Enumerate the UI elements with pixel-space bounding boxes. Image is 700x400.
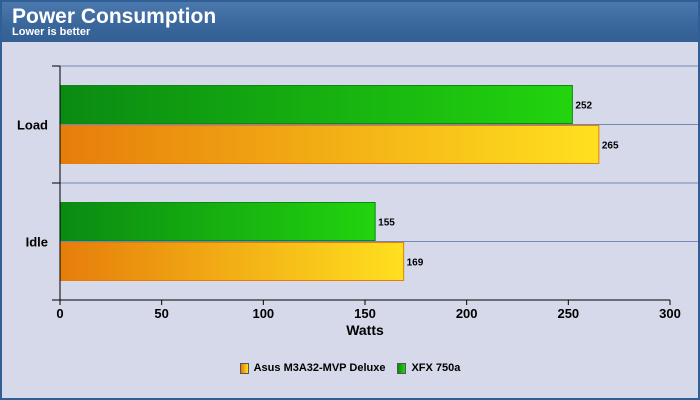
- legend-swatch: [397, 362, 407, 374]
- category-label: Load: [17, 118, 48, 133]
- bar: [59, 85, 573, 124]
- bar: [59, 202, 376, 241]
- x-tick-label: 50: [154, 306, 168, 321]
- legend-swatch: [239, 362, 249, 374]
- value-label: 155: [378, 218, 395, 229]
- chart-subtitle: Lower is better: [12, 26, 91, 38]
- bar: [59, 242, 405, 281]
- grid-lines: [60, 65, 698, 242]
- legend-label: Asus M3A32-MVP Deluxe: [253, 362, 386, 374]
- value-label: 265: [602, 141, 619, 152]
- x-tick-label: 100: [252, 306, 274, 321]
- chart-title: Power Consumption: [12, 5, 217, 28]
- legend-label: XFX 750a: [411, 362, 461, 374]
- axes: 0 50 100 150 200 250 300 Load Idle: [17, 65, 681, 321]
- value-label: 252: [575, 101, 592, 112]
- x-axis-title: Watts: [346, 322, 384, 338]
- bar: [59, 125, 600, 164]
- category-label: Idle: [26, 235, 48, 250]
- legend-item: XFX 750a: [397, 362, 460, 374]
- x-tick-label: 0: [56, 306, 63, 321]
- x-tick-label: 300: [659, 306, 681, 321]
- value-label: 169: [407, 258, 424, 269]
- x-tick-label: 150: [354, 306, 376, 321]
- x-tick-label: 250: [557, 306, 579, 321]
- legend-item: Asus M3A32-MVP Deluxe: [239, 362, 386, 374]
- chart-legend: Asus M3A32-MVP Deluxe XFX 750a: [2, 360, 698, 376]
- chart-header: Power Consumption Lower is better: [2, 2, 698, 42]
- x-tick-label: 200: [456, 306, 478, 321]
